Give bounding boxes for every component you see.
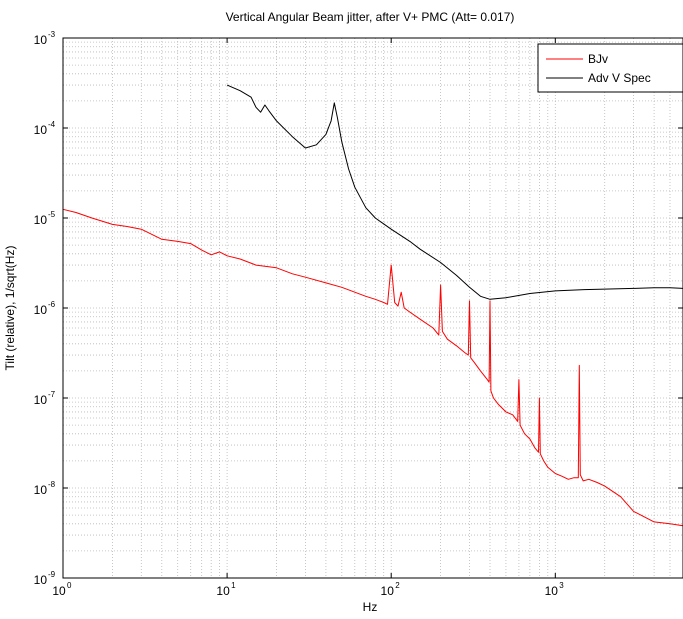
x-axis-label: Hz bbox=[363, 600, 378, 614]
y-tick-exponent: -8 bbox=[48, 480, 56, 489]
x-tick-exponent: 3 bbox=[559, 581, 564, 590]
series-line-bjv bbox=[62, 208, 683, 527]
ticks: 10 0 10 1 10 2 10 310 -910 -810 -710 -610 -510 -410 -3 bbox=[34, 30, 683, 598]
y-tick-label: 10 bbox=[34, 393, 48, 407]
x-tick-label: 10 bbox=[381, 584, 395, 598]
series-line-adv-v-spec bbox=[226, 84, 683, 300]
series-layer bbox=[62, 84, 683, 527]
y-tick-label: 10 bbox=[34, 33, 48, 47]
x-tick-label: 10 bbox=[52, 584, 66, 598]
y-tick-exponent: -4 bbox=[48, 120, 56, 129]
y-tick-label: 10 bbox=[34, 303, 48, 317]
y-tick-label: 10 bbox=[34, 483, 48, 497]
legend-label-bjv: BJv bbox=[588, 52, 608, 66]
x-tick-label: 10 bbox=[216, 584, 230, 598]
legend: BJv Adv V Spec bbox=[537, 43, 683, 93]
x-tick-exponent: 2 bbox=[395, 581, 400, 590]
y-axis-label: Tilt (relative), 1/sqrt(Hz) bbox=[3, 246, 17, 371]
y-tick-exponent: -6 bbox=[48, 300, 56, 309]
chart-title: Vertical Angular Beam jitter, after V+ P… bbox=[226, 10, 515, 24]
x-tick-exponent: 1 bbox=[231, 581, 236, 590]
y-tick-exponent: -7 bbox=[48, 390, 56, 399]
x-tick-exponent: 0 bbox=[67, 581, 72, 590]
y-tick-exponent: -3 bbox=[48, 30, 56, 39]
legend-label-adv-v-spec: Adv V Spec bbox=[588, 71, 651, 85]
y-tick-label: 10 bbox=[34, 213, 48, 227]
y-tick-exponent: -5 bbox=[48, 210, 56, 219]
y-tick-exponent: -9 bbox=[48, 570, 56, 579]
legend-box bbox=[537, 43, 683, 93]
y-tick-label: 10 bbox=[34, 573, 48, 587]
y-tick-label: 10 bbox=[34, 123, 48, 137]
x-tick-label: 10 bbox=[545, 584, 559, 598]
